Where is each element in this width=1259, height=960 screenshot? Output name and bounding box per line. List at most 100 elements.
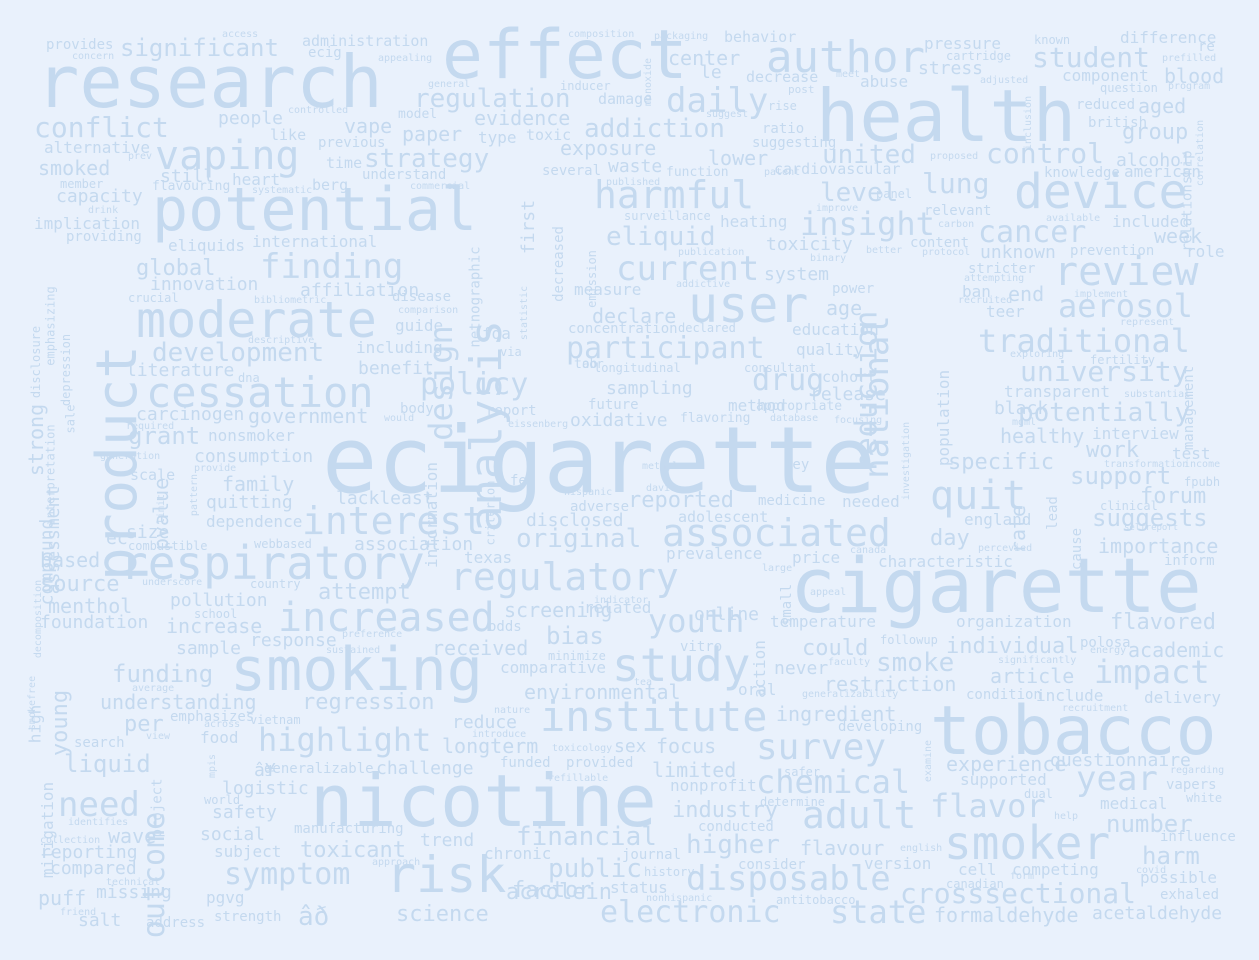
word-146: day [930, 526, 970, 551]
word-223: sample [176, 638, 242, 659]
word-52: student [1032, 41, 1151, 74]
word-141: reported [628, 488, 734, 513]
word-313: dual [1024, 787, 1053, 801]
word-189: based [40, 548, 101, 572]
word-93: article [990, 664, 1075, 688]
word-324: identifies [68, 817, 129, 828]
word-181: pollution [170, 590, 268, 611]
word-74: public [548, 854, 642, 884]
word-407: known [1034, 33, 1071, 47]
word-206: fda [482, 324, 511, 343]
word-369: aor [582, 357, 604, 371]
word-190: combustible [128, 539, 208, 553]
word-460: project [149, 777, 166, 838]
word-391: pattern [189, 473, 201, 517]
word-142: adolescent [678, 508, 769, 526]
word-19: cessation [146, 368, 374, 417]
word-376: comparison [398, 305, 459, 316]
word-225: comparative [500, 658, 606, 677]
word-307: transformation [1104, 459, 1189, 470]
word-332: minimize [548, 649, 606, 663]
word-301: represent [1120, 317, 1175, 328]
word-6: research [36, 40, 383, 124]
word-442: available [1046, 213, 1101, 224]
word-382: emphasizing [43, 285, 58, 366]
word-355: methyl [642, 461, 679, 472]
word-408: re [1198, 39, 1215, 55]
word-25: regulatory [450, 555, 679, 599]
word-195: quitting [206, 492, 293, 513]
word-250: address [146, 915, 206, 931]
word-201: nonsmoker [208, 426, 295, 445]
word-135: appropriate [756, 399, 843, 414]
word-297: flavouring [152, 179, 231, 194]
word-277: end [1008, 282, 1045, 306]
word-28: harmful [594, 173, 755, 217]
word-237: safety [212, 802, 278, 823]
word-44: daily [666, 81, 769, 121]
word-208: affiliation [300, 280, 420, 301]
word-123: evidence [474, 106, 571, 130]
word-299: providing [66, 229, 142, 245]
word-173: flavour [800, 836, 885, 860]
word-381: crucial [128, 291, 179, 305]
word-83: harm [1142, 842, 1200, 870]
word-216: like [270, 126, 307, 144]
word-147: characteristic [878, 552, 1013, 571]
word-57: flavor [930, 787, 1046, 825]
word-219: damage [598, 90, 653, 108]
word-444: correlation [1195, 119, 1207, 187]
word-207: via [500, 345, 522, 359]
word-453: le [700, 62, 722, 83]
word-218: model [398, 107, 438, 122]
word-115: provides [46, 37, 114, 53]
word-392: country [250, 577, 301, 591]
word-384: disclosure [29, 325, 44, 399]
word-14: respiratory [120, 536, 425, 590]
word-202: literature [126, 360, 235, 381]
word-389: provide [194, 463, 237, 474]
word-461: â¥ [254, 760, 276, 781]
word-9: smoking [230, 635, 483, 705]
word-416: composition [568, 29, 635, 40]
word-197: lackleast [336, 488, 434, 509]
word-71: original [516, 524, 642, 554]
word-1: ecigarette [322, 407, 876, 514]
word-295: still [160, 166, 215, 187]
word-354: needed [842, 492, 900, 511]
word-27: vaping [155, 133, 300, 179]
word-72: smoke [876, 648, 955, 678]
word-132: release [810, 384, 886, 405]
word-423: prev [128, 151, 153, 162]
word-411: rise [768, 99, 797, 113]
word-283: british [1088, 115, 1148, 131]
word-23: review [1054, 249, 1199, 295]
word-359: fee [510, 473, 536, 489]
word-182: increase [166, 614, 263, 638]
word-60: symptom [224, 857, 351, 892]
word-239: manufacturing [294, 821, 404, 837]
word-136: oxidative [570, 410, 668, 431]
word-54: lung [922, 167, 990, 200]
word-370: consultant [744, 361, 817, 375]
word-194: family [222, 472, 295, 496]
word-339: indicator [594, 595, 649, 606]
word-205: guide [395, 316, 444, 335]
word-316: consider [738, 857, 806, 873]
word-236: logistic [222, 778, 309, 799]
word-234: provided [566, 755, 634, 771]
word-180: status [610, 878, 668, 897]
word-166: white [1186, 791, 1223, 805]
word-98: factor [512, 878, 592, 903]
word-148: restriction [824, 672, 957, 696]
word-446: recruited [958, 295, 1013, 306]
word-349: condition [966, 687, 1042, 703]
word-333: vitro [680, 639, 723, 655]
word-174: chronic [484, 844, 552, 863]
word-97: science [396, 902, 489, 927]
word-80: support [1070, 462, 1172, 490]
word-55: development [152, 338, 325, 368]
word-280: relationship [1179, 149, 1196, 252]
word-20: institute [540, 692, 768, 741]
word-191: webbased [254, 537, 312, 551]
